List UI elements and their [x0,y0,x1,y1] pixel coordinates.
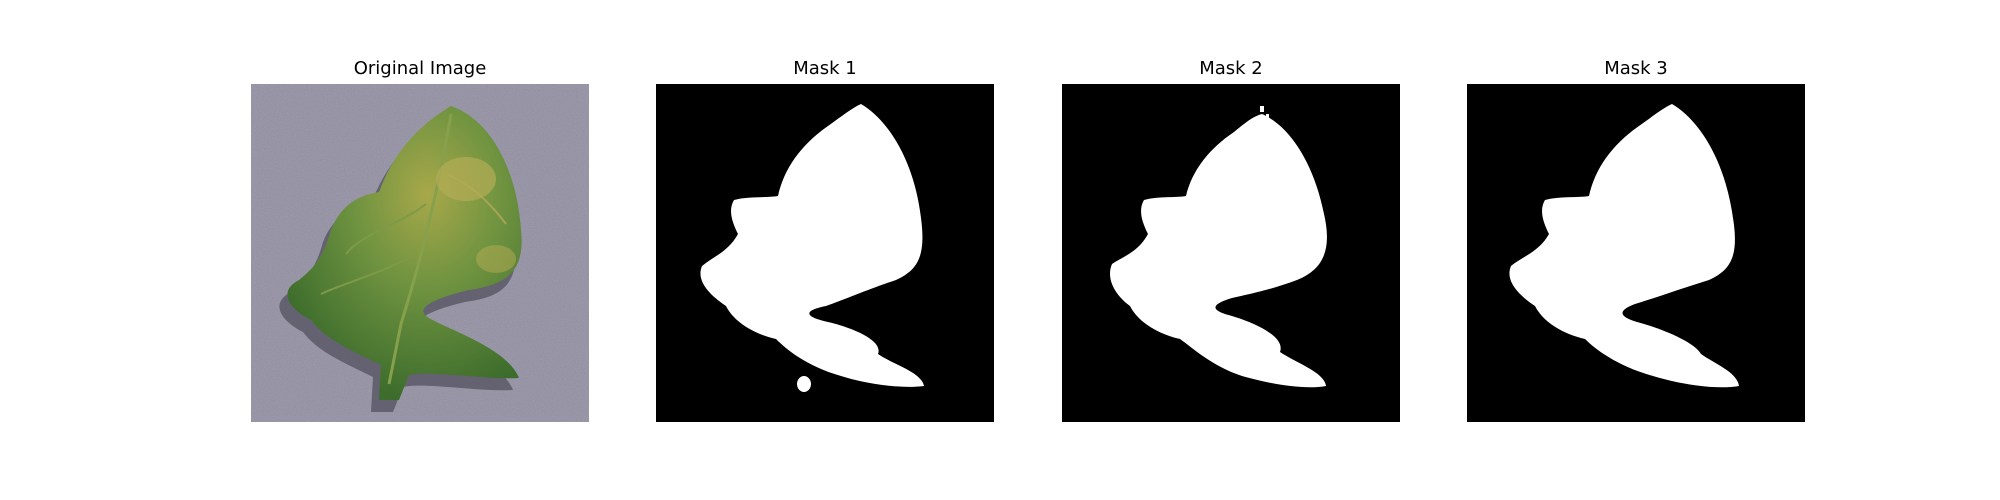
mask-3-title: Mask 3 [1604,58,1668,79]
mask-1-image [656,84,994,422]
mask-3-image [1467,84,1805,422]
original-image-title: Original Image [353,58,487,79]
mask-1-title: Mask 1 [793,58,857,79]
original-leaf-image [251,84,589,422]
mask-2-title: Mask 2 [1199,58,1263,79]
mask-2-image [1062,84,1400,422]
